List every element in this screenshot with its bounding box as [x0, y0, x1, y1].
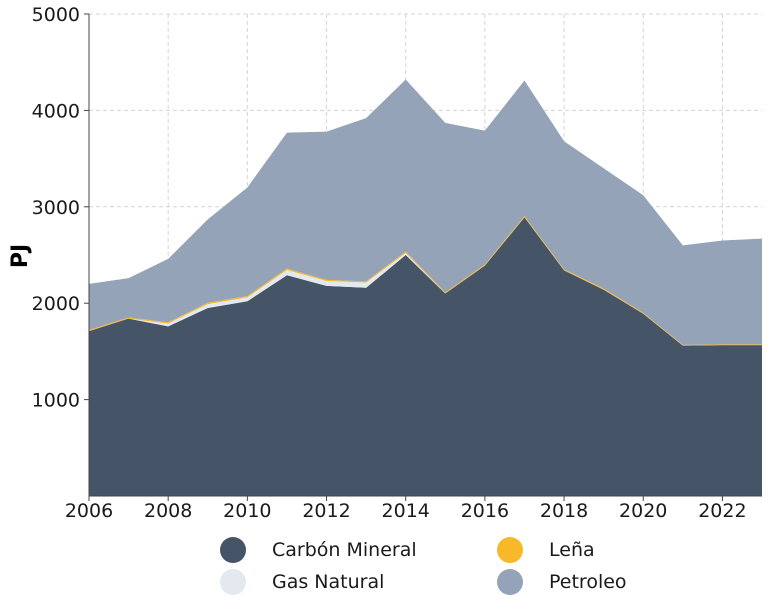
x-tick-label: 2006: [65, 500, 113, 522]
legend-swatch-gas-natural: [220, 569, 246, 595]
legend-label: Carbón Mineral: [272, 539, 417, 561]
x-tick-label: 2022: [698, 500, 746, 522]
area-series: [89, 79, 762, 496]
x-tick-label: 2016: [461, 500, 509, 522]
x-tick-label: 2014: [382, 500, 430, 522]
area-carbon-mineral: [89, 217, 762, 496]
area-petroleo: [89, 79, 762, 345]
legend-label: Petroleo: [549, 571, 627, 593]
legend-label: Leña: [549, 539, 595, 561]
legend-item-lena: Leña: [497, 537, 595, 563]
y-tick-label: 2000: [32, 293, 80, 315]
y-tick-label: 4000: [32, 100, 80, 122]
legend-swatch-carbon-mineral: [220, 537, 246, 563]
x-tick-label: 2010: [223, 500, 271, 522]
y-axis-label: PJ: [8, 244, 33, 268]
axes: [84, 13, 762, 501]
legend-item-carbon-mineral: Carbón Mineral: [220, 537, 417, 563]
x-tick-label: 2012: [302, 500, 350, 522]
x-tick-label: 2018: [540, 500, 588, 522]
y-tick-label: 1000: [32, 390, 80, 412]
legend-item-gas-natural: Gas Natural: [220, 569, 384, 595]
x-tick-labels: 2006 2008 2010 2012 2014 2016 2018 2020 2022: [65, 500, 747, 522]
x-tick-label: 2020: [619, 500, 667, 522]
legend-swatch-lena: [497, 537, 523, 563]
y-tick-labels: 1000 2000 3000 4000 5000: [32, 4, 80, 412]
legend-label: Gas Natural: [272, 571, 385, 593]
legend-item-petroleo: Petroleo: [497, 569, 627, 595]
y-tick-label: 5000: [32, 4, 80, 26]
legend: Carbón Mineral Leña Gas Natural Petroleo: [215, 533, 695, 603]
y-tick-label: 3000: [32, 197, 80, 219]
legend-swatch-petroleo: [497, 569, 523, 595]
x-tick-label: 2008: [144, 500, 192, 522]
